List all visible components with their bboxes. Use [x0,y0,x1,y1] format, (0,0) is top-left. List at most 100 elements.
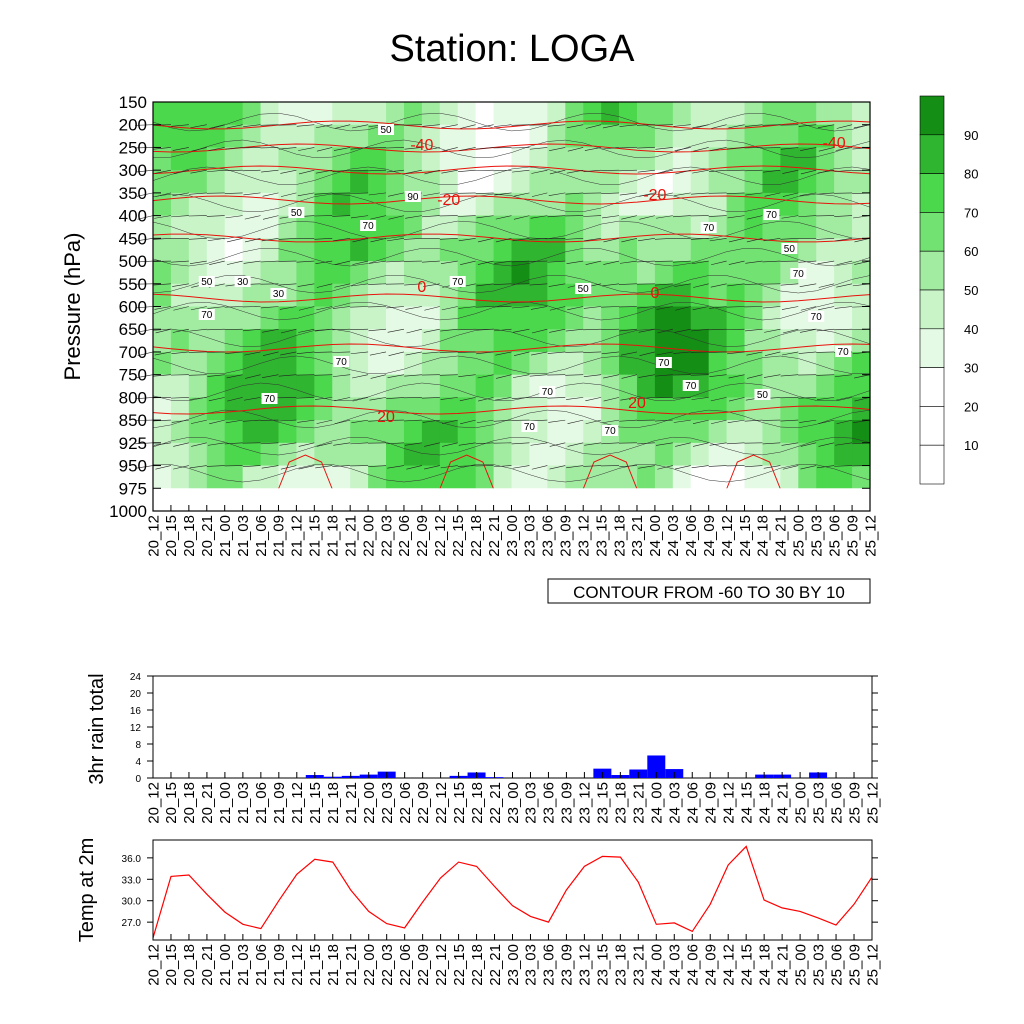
wind-barb [405,306,422,310]
wind-barb [512,374,530,378]
humidity-contour-line [152,139,871,159]
heatmap-cell [654,261,674,285]
colorbar-swatch [919,406,945,446]
heatmap-cell [852,170,871,194]
heatmap-cell [636,102,656,126]
heatmap-cell [350,465,369,489]
wind-barb [727,419,745,424]
heatmap-cell [547,465,566,489]
wind-barb [816,374,835,376]
heatmap-cell [386,420,405,444]
heatmap-cell [314,420,333,444]
wind-barb [314,328,333,332]
wind-barb [368,328,387,332]
heatmap-cell [475,329,495,353]
heatmap-cell [672,420,692,444]
heatmap-cell [708,374,728,398]
heatmap-cell [421,420,441,444]
heatmap-cell [314,329,333,353]
heatmap-cell [762,215,781,239]
heatmap-cell [583,238,602,262]
wind-barb [314,238,333,240]
heatmap-cell [708,170,728,194]
heatmap-cell [583,306,602,330]
heatmap-cell [708,442,728,467]
heatmap-cell [565,374,584,398]
heatmap-cell [529,147,548,171]
heatmap-cell [493,238,513,262]
heatmap-cell [296,306,315,330]
heatmap-cell [403,215,423,239]
heatmap-cell [726,351,746,376]
humidity-label-bg [808,311,825,322]
colorbar-label: 50 [964,283,978,298]
heatmap-cell [852,238,871,262]
wind-barb [314,192,333,195]
heatmap-cell [654,420,674,444]
heatmap-cell [619,420,638,444]
wind-barb [173,169,189,175]
heatmap-cell [583,192,602,217]
wind-barb [728,374,745,379]
wind-barb [155,328,171,334]
heatmap-cell [278,306,297,330]
heatmap-cell [511,238,531,262]
wind-barb [155,192,171,197]
temp-time-tick-label: 23_15 [595,944,612,986]
heatmap-cell [493,306,513,330]
heatmap-cell [368,261,387,285]
heatmap-cell [565,465,584,489]
heatmap-cell [278,170,297,194]
wind-barb [243,124,261,127]
heatmap-cell [242,465,262,489]
wind-barb [457,465,476,467]
pressure-tick-label: 250 [119,138,147,157]
heatmap-cell [583,329,602,353]
heatmap-cell [332,442,351,467]
heatmap-cell [206,420,226,444]
heatmap-cell [672,351,692,376]
heatmap-cell [672,215,692,239]
wind-barb [585,397,602,402]
heatmap-cell [852,192,871,217]
heatmap-cell [529,124,548,149]
heatmap-cell [332,397,351,421]
heatmap-cell [457,397,477,421]
wind-barb [477,124,494,129]
time-tick-label: 22_15 [450,515,467,557]
heatmap-cell [439,329,459,353]
wind-barb [315,465,333,469]
heatmap-cell [780,329,799,353]
heatmap-cell [332,215,351,239]
heatmap-cell [672,170,692,194]
wind-barb [565,374,584,376]
wind-barb [800,147,817,151]
heatmap-cell [565,442,584,467]
wind-barb [244,351,261,356]
wind-barb [637,238,655,242]
heatmap-cell [386,147,405,171]
rain-time-tick-label: 22_03 [379,782,396,824]
time-tick-label: 23_09 [558,515,575,557]
heatmap-cell [224,102,244,126]
wind-barb [386,306,404,309]
wind-barb [475,306,494,308]
wind-barb [692,169,709,174]
wind-barb [225,419,243,424]
heatmap-cell [654,215,674,239]
wind-barb [332,328,351,331]
heatmap-cell [529,170,548,194]
wind-barb [762,124,781,126]
heatmap-cell [493,329,513,353]
time-tick-label: 22_06 [396,515,413,557]
wind-barb [513,215,530,220]
wind-barb [296,397,315,399]
pressure-tick-label: 975 [119,479,147,498]
wind-barb [476,147,494,150]
wind-barb [726,328,745,331]
wind-barb [637,442,655,445]
wind-barb [726,192,745,194]
rain-time-tick-label: 21_09 [271,782,288,824]
heatmap-cell [744,261,764,285]
humidity-contour-line [152,382,871,401]
